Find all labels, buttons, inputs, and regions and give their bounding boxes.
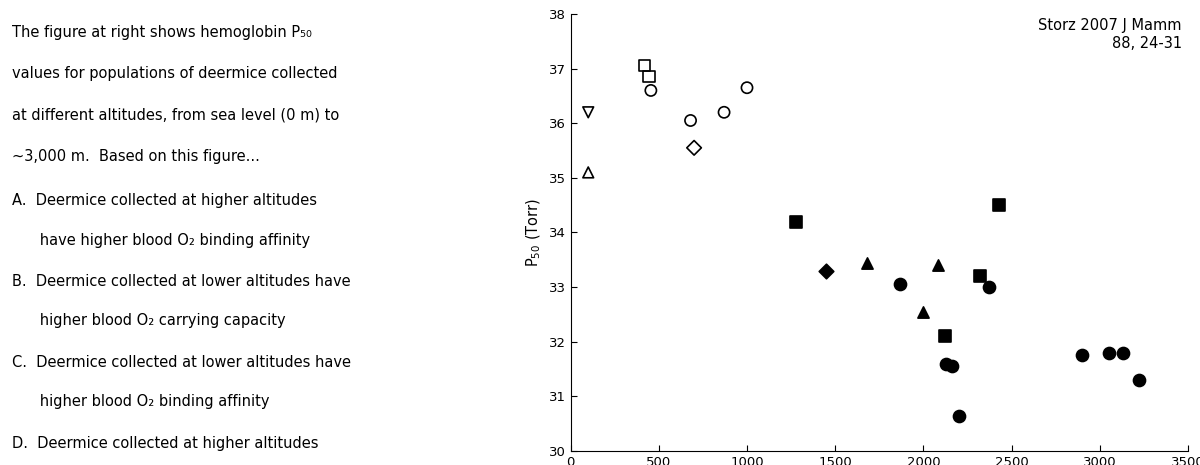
Point: [1073, 352, 1092, 359]
Point: [640, 73, 659, 80]
Point: [942, 363, 961, 370]
Point: [635, 62, 654, 70]
Y-axis label: P$_{50}$ (Torr): P$_{50}$ (Torr): [524, 198, 544, 267]
Point: [817, 267, 836, 274]
Point: [578, 169, 598, 176]
Point: [1099, 349, 1118, 356]
Text: higher blood O₂ carrying capacity: higher blood O₂ carrying capacity: [12, 313, 286, 328]
Point: [890, 281, 910, 288]
Text: D.  Deermice collected at higher altitudes: D. Deermice collected at higher altitude…: [12, 436, 318, 451]
Text: The figure at right shows hemoglobin P₅₀: The figure at right shows hemoglobin P₅₀: [12, 25, 312, 40]
Text: values for populations of deermice collected: values for populations of deermice colle…: [12, 66, 337, 81]
Point: [971, 272, 990, 280]
Point: [914, 308, 934, 315]
Point: [935, 332, 954, 340]
Text: B.  Deermice collected at lower altitudes have: B. Deermice collected at lower altitudes…: [12, 274, 350, 289]
Point: [737, 84, 757, 92]
Point: [578, 108, 598, 116]
Point: [641, 86, 660, 94]
Text: A.  Deermice collected at higher altitudes: A. Deermice collected at higher altitude…: [12, 193, 317, 208]
Text: ~3,000 m.  Based on this figure...: ~3,000 m. Based on this figure...: [12, 149, 260, 165]
Point: [937, 360, 956, 367]
Point: [928, 262, 947, 269]
Text: have higher blood O₂ binding affinity: have higher blood O₂ binding affinity: [12, 232, 310, 247]
Text: C.  Deermice collected at lower altitudes have: C. Deermice collected at lower altitudes…: [12, 355, 352, 370]
Text: higher blood O₂ binding affinity: higher blood O₂ binding affinity: [12, 394, 270, 409]
Text: at different altitudes, from sea level (0 m) to: at different altitudes, from sea level (…: [12, 108, 340, 123]
Point: [857, 259, 876, 266]
Point: [949, 412, 968, 419]
Point: [1114, 349, 1133, 356]
Point: [680, 117, 700, 124]
Point: [714, 108, 733, 116]
Text: Storz 2007 J Mamm
88, 24-31: Storz 2007 J Mamm 88, 24-31: [1038, 18, 1182, 51]
Point: [990, 201, 1009, 209]
Point: [979, 283, 998, 291]
Point: [787, 218, 806, 225]
Point: [684, 144, 703, 152]
Point: [1129, 376, 1148, 384]
